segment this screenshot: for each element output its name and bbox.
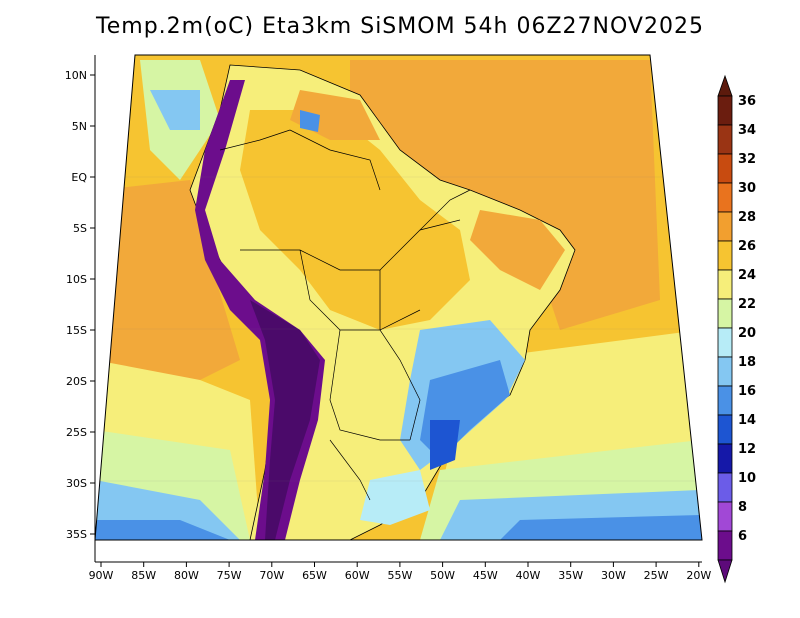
lon-label: 70W [259, 569, 284, 582]
colorbar-max-arrow [717, 74, 733, 97]
lat-label: 15S [66, 324, 87, 337]
colorbar-swatch [717, 356, 733, 387]
colorbar-label: 22 [738, 297, 756, 312]
colorbar-label: 30 [738, 181, 756, 196]
colorbar: 36 34 32 30 28 26 24 22 20 18 16 14 12 10 8 6 [717, 74, 756, 584]
colorbar-swatch [717, 182, 733, 213]
colorbar-label: 34 [738, 123, 756, 138]
lat-label: 10N [65, 69, 87, 82]
longitude-axis: 90W 85W 80W 75W 70W 65W 60W 55W 50W 45W 40W 35W 30W 2… [89, 562, 711, 582]
colorbar-swatch [717, 153, 733, 184]
colorbar-swatch [717, 385, 733, 416]
colorbar-swatch [717, 501, 733, 532]
colorbar-swatch [717, 95, 733, 126]
colorbar-label: 26 [738, 239, 756, 254]
lon-label: 35W [558, 569, 583, 582]
colorbar-swatch [717, 443, 733, 474]
colorbar-label: 18 [738, 355, 756, 370]
map-title: Temp.2m(oC) Eta3km SiSMOM 54h 06Z27NOV20… [96, 14, 704, 39]
colorbar-label: 12 [738, 442, 756, 457]
colorbar-label: 24 [738, 268, 756, 283]
colorbar-swatch [717, 530, 733, 561]
lat-label: 35S [66, 528, 87, 541]
lat-label: EQ [71, 171, 87, 184]
colorbar-label: 14 [738, 413, 756, 428]
lat-label: 10S [66, 273, 87, 286]
temperature-field [95, 55, 702, 540]
colorbar-swatch [717, 414, 733, 445]
colorbar-label: 8 [738, 500, 747, 515]
colorbar-label: 20 [738, 326, 756, 341]
colorbar-label: 10 [738, 471, 756, 486]
lat-label: 30S [66, 477, 87, 490]
lon-label: 40W [516, 569, 541, 582]
lat-label: 5S [73, 222, 87, 235]
lat-label: 20S [66, 375, 87, 388]
country-borders [219, 129, 471, 501]
colorbar-swatch [717, 298, 733, 329]
colorbar-label: 16 [738, 384, 756, 399]
lon-label: 55W [387, 569, 412, 582]
colorbar-swatch [717, 240, 733, 271]
colorbar-label: 6 [738, 529, 747, 544]
lon-label: 30W [601, 569, 626, 582]
lon-label: 45W [473, 569, 498, 582]
colorbar-swatch [717, 269, 733, 300]
lon-label: 75W [217, 569, 242, 582]
lon-label: 60W [345, 569, 370, 582]
colorbar-swatch [717, 472, 733, 503]
colorbar-swatch [717, 124, 733, 155]
lon-label: 20W [686, 569, 711, 582]
lon-label: 90W [89, 569, 114, 582]
colorbar-min-arrow [717, 559, 733, 584]
lon-label: 50W [430, 569, 455, 582]
colorbar-swatch [717, 211, 733, 242]
colorbar-label: 36 [738, 94, 756, 109]
map-frame [94, 54, 703, 541]
lon-label: 65W [302, 569, 327, 582]
lat-label: 25S [66, 426, 87, 439]
colorbar-label: 32 [738, 152, 756, 167]
lon-label: 25W [644, 569, 669, 582]
lat-label: 5N [72, 120, 87, 133]
lon-label: 80W [174, 569, 199, 582]
lon-label: 85W [131, 569, 156, 582]
latitude-axis: 10N 5N EQ 5S 10S 15S 20S 25S 30S 35S [65, 69, 95, 541]
colorbar-label: 28 [738, 210, 756, 225]
colorbar-swatch [717, 327, 733, 358]
